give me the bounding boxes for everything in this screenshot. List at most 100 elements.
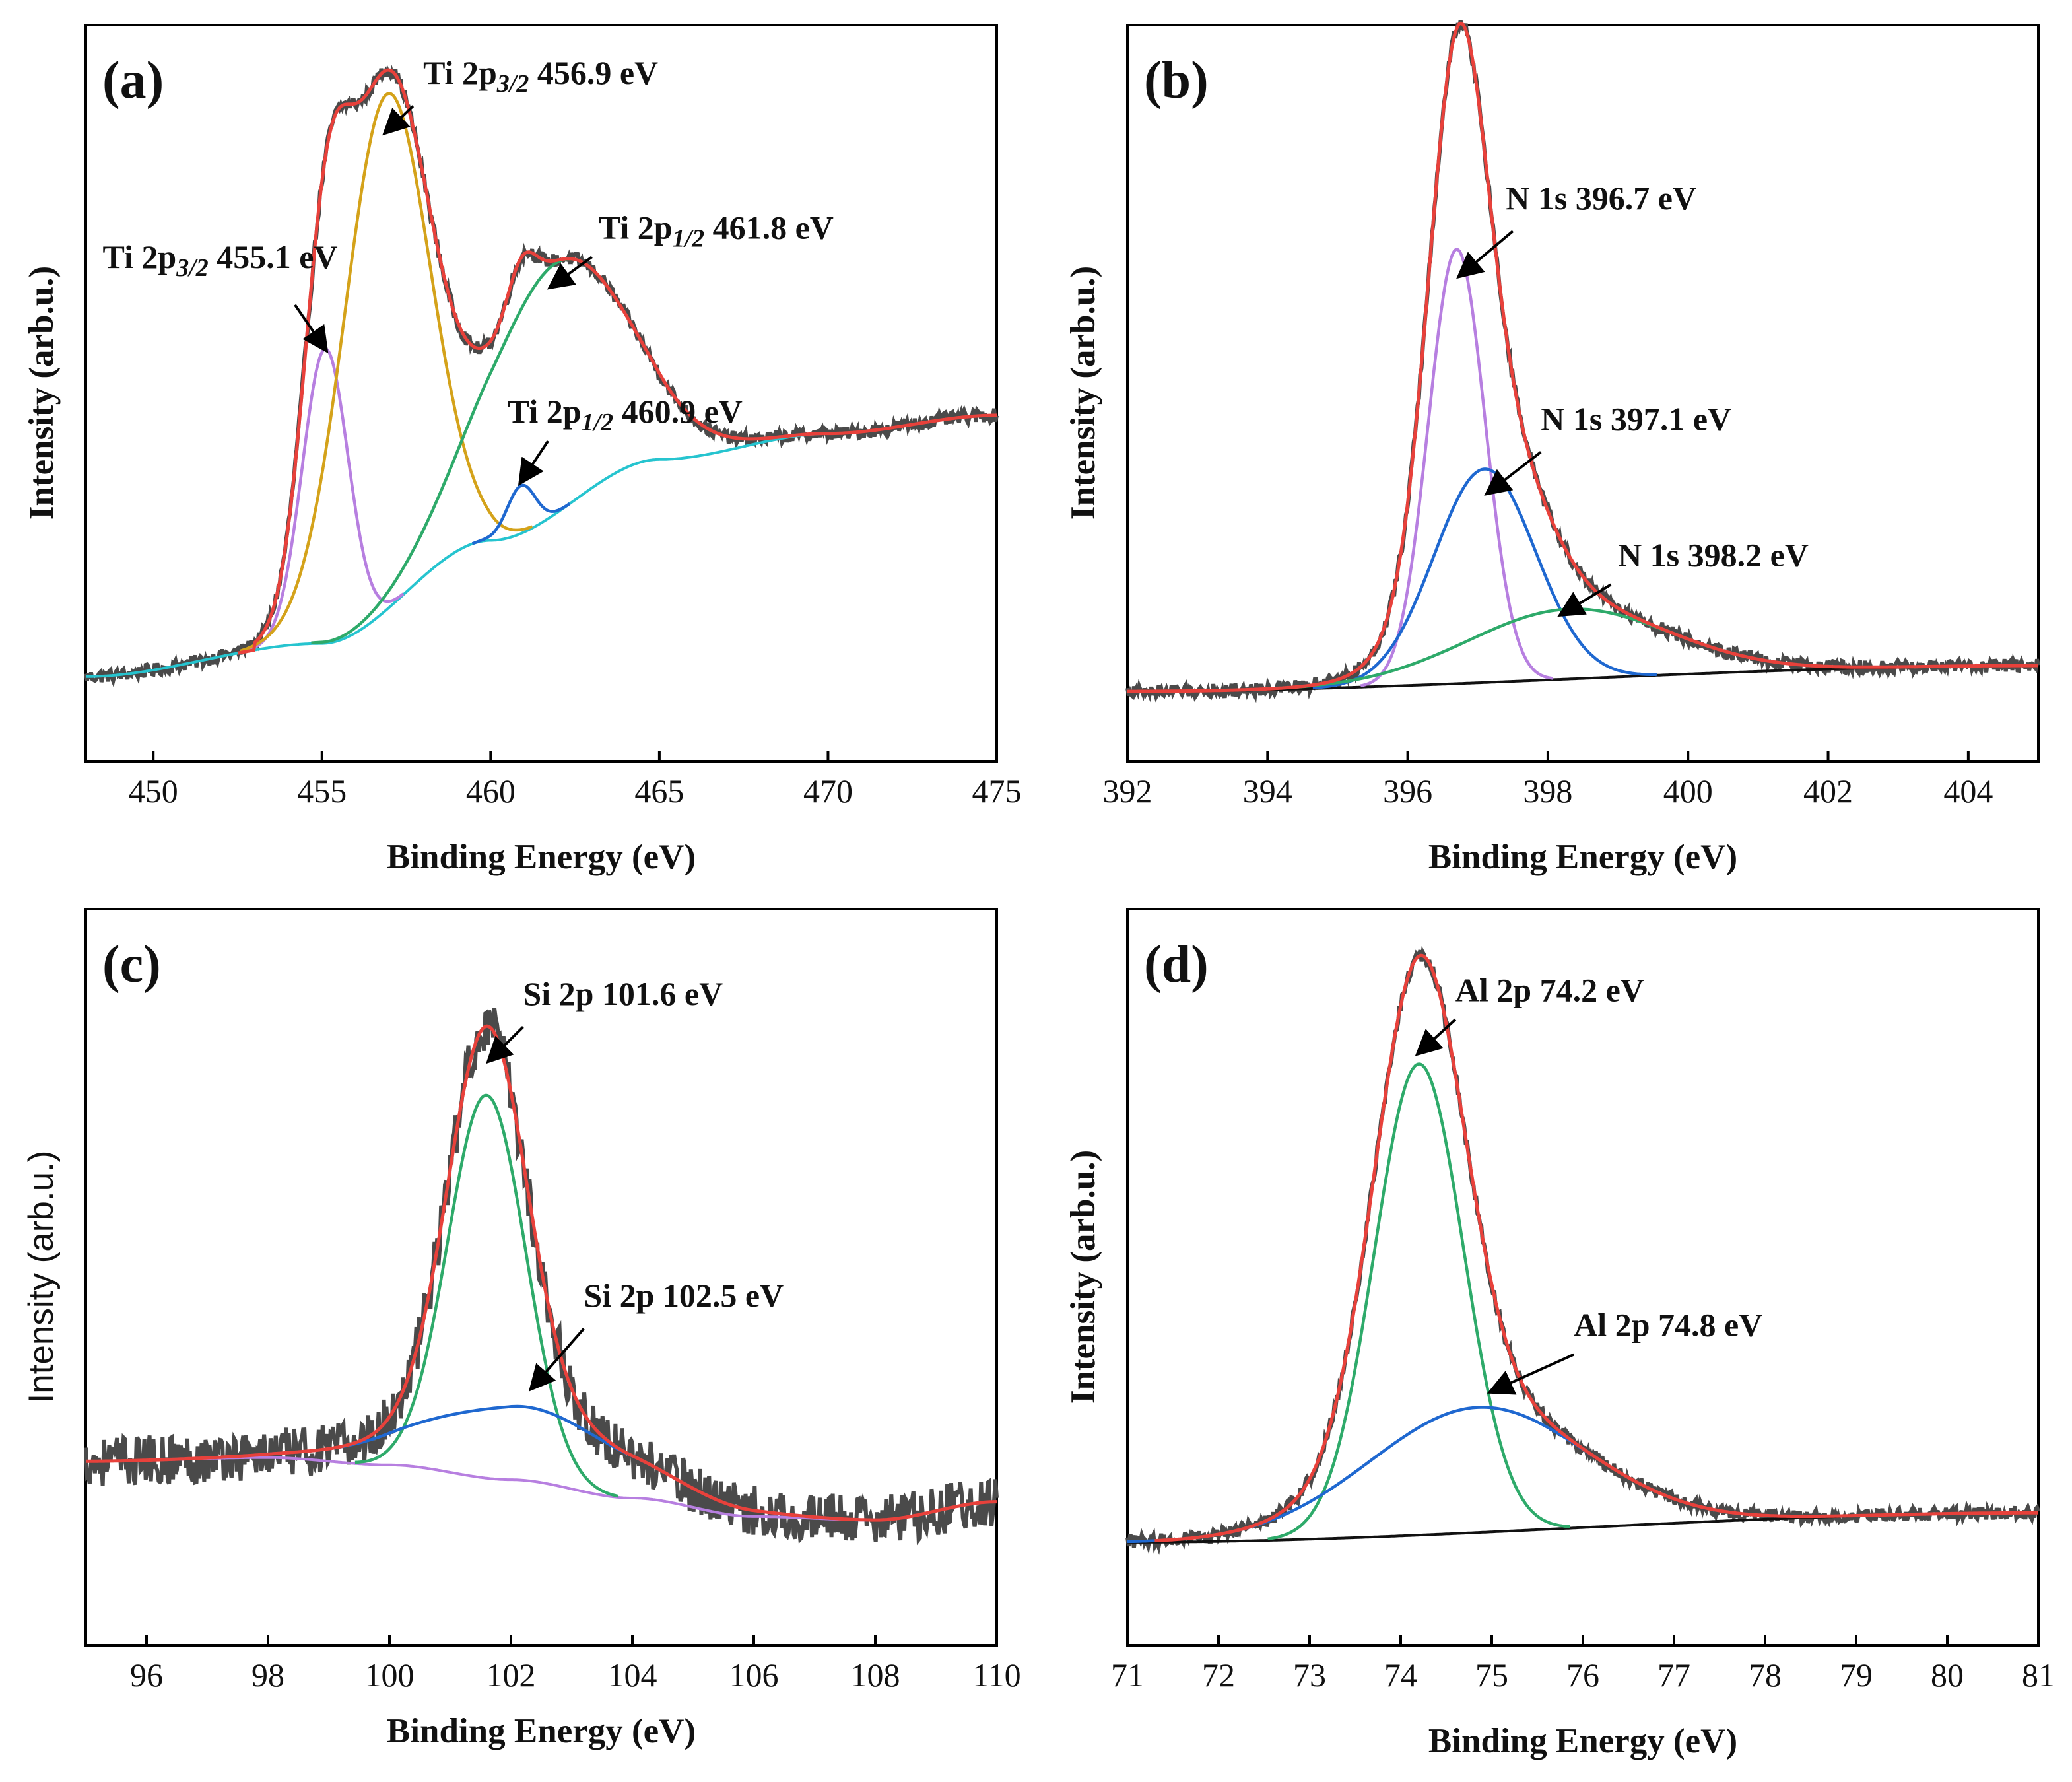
raw-data-line — [84, 64, 999, 688]
x-tick-label: 76 — [1566, 1657, 1599, 1694]
annotation-arrow — [294, 304, 329, 354]
y-axis-title: Intensity (arb.u.) — [1064, 266, 1102, 520]
x-tick-label: 71 — [1111, 1657, 1144, 1694]
peak-annotation: Ti 2p1/2 460.9 eV — [508, 393, 743, 436]
annotation-arrow — [1557, 583, 1612, 617]
peak-456.9 — [239, 92, 533, 653]
peak-397.1 — [1312, 467, 1657, 690]
x-tick-label: 78 — [1749, 1657, 1782, 1694]
x-tick-label: 79 — [1840, 1657, 1873, 1694]
envelope-line — [1154, 953, 2038, 1543]
panel-b: 392 394 396 398 400 402 404 N 1s 396.7 eVN 1s … — [1064, 20, 2040, 876]
x-tick-label: 75 — [1475, 1657, 1508, 1694]
panel-label: (d) — [1144, 936, 1209, 994]
annotation-arrow — [547, 256, 593, 290]
x-tick-label: 450 — [129, 772, 178, 809]
x-tick-label: 475 — [972, 772, 1022, 809]
annotation-arrow — [1487, 1353, 1575, 1395]
y-axis-title: Intensity (arb.u.) — [1064, 1150, 1102, 1404]
series-layer — [1125, 20, 2040, 703]
x-tick-label: 396 — [1383, 772, 1432, 809]
x-axis-title: Binding Energy (eV) — [1428, 838, 1737, 876]
peak-396.7 — [1360, 248, 1553, 687]
annotations: Al 2p 74.2 eV Al 2p 74.8 eV — [1415, 971, 1762, 1395]
plot-frame — [84, 908, 998, 1647]
peak-annotation: Ti 2p3/2 456.9 eV — [423, 54, 658, 98]
peak-annotation: Ti 2p3/2 455.1 eV — [103, 238, 338, 282]
annotation-arrow — [1456, 230, 1514, 279]
x-tick-label: 72 — [1202, 1657, 1235, 1694]
x-tick-label: 106 — [729, 1657, 779, 1694]
peak-annotation: Si 2p 101.6 eV — [523, 975, 723, 1012]
annotations: Si 2p 101.6 eV Si 2p 102.5 eV — [486, 975, 784, 1392]
peak-annotation: N 1s 398.2 eV — [1618, 537, 1809, 574]
x-tick-label: 465 — [634, 772, 684, 809]
envelope-line — [237, 68, 997, 655]
x-tick-label: 394 — [1243, 772, 1292, 809]
x-ticks: 450 455 460 465 470 475 — [129, 751, 1022, 809]
panel-label: (a) — [102, 51, 164, 110]
peak-annotation: Ti 2p1/2 461.8 eV — [599, 209, 834, 252]
plot-frame — [84, 24, 998, 763]
x-tick-label: 80 — [1931, 1657, 1964, 1694]
x-tick-label: 110 — [972, 1657, 1020, 1694]
x-axis-title: Binding Energy (eV) — [387, 838, 696, 876]
annotation-arrow — [518, 440, 549, 486]
x-tick-label: 102 — [486, 1657, 536, 1694]
x-tick-label: 100 — [365, 1657, 415, 1694]
panel-label: (b) — [1144, 51, 1209, 110]
peak-455.1 — [247, 347, 405, 652]
x-tick-label: 460 — [466, 772, 516, 809]
x-tick-label: 398 — [1523, 772, 1572, 809]
background-line — [86, 414, 997, 678]
panel-c: 96 98 100 102 104 106 108 110 Si 2p 101.6 eVSi … — [22, 908, 1021, 1750]
series-layer — [84, 64, 999, 688]
envelope-line — [86, 1024, 997, 1522]
raw-data-line — [1125, 20, 2040, 703]
x-ticks: 96 98 100 102 104 106 108 110 — [130, 1635, 1021, 1694]
x-ticks: 392 394 396 398 400 402 404 — [1103, 751, 1993, 809]
annotations: N 1s 396.7 eV N 1s 397.1 eV N 1s 398.2 eV — [1456, 180, 1809, 617]
annotation-arrow — [528, 1328, 585, 1392]
envelope-line — [1127, 21, 2038, 693]
x-tick-label: 74 — [1384, 1657, 1417, 1694]
plot-frame — [1126, 24, 2040, 763]
x-tick-label: 400 — [1663, 772, 1713, 809]
x-ticks: 71 72 73 74 75 76 77 78 79 80 81 — [1111, 1635, 2055, 1694]
annotation-arrow — [1415, 1018, 1457, 1056]
x-tick-label: 108 — [851, 1657, 900, 1694]
x-tick-label: 455 — [297, 772, 347, 809]
peak-annotation: Al 2p 74.2 eV — [1455, 971, 1644, 1008]
x-tick-label: 77 — [1657, 1657, 1690, 1694]
peak-74.2 — [1267, 1062, 1570, 1541]
x-tick-label: 104 — [608, 1657, 657, 1694]
y-axis-title: Intensity (arb.u.) — [22, 266, 61, 520]
series-layer — [84, 1008, 999, 1546]
x-tick-label: 73 — [1293, 1657, 1326, 1694]
peak-annotation: N 1s 396.7 eV — [1506, 180, 1696, 217]
series-layer — [1125, 945, 2040, 1556]
x-tick-label: 392 — [1103, 772, 1153, 809]
y-axis-title: Intensity (arb.u.) — [22, 1151, 61, 1404]
annotations: Ti 2p3/2 455.1 eV Ti 2p3/2 456.9 eV Ti 2p1… — [103, 54, 834, 486]
peak-101.6 — [354, 1093, 619, 1498]
x-tick-label: 98 — [251, 1657, 284, 1694]
peak-annotation: Al 2p 74.8 eV — [1574, 1307, 1762, 1344]
peak-annotation: N 1s 397.1 eV — [1541, 400, 1731, 437]
x-tick-label: 470 — [803, 772, 853, 809]
x-axis-title: Binding Energy (eV) — [387, 1712, 696, 1750]
x-axis-title: Binding Energy (eV) — [1428, 1722, 1737, 1760]
x-tick-label: 81 — [2022, 1657, 2055, 1694]
x-tick-label: 96 — [130, 1657, 163, 1694]
annotation-arrow — [1484, 451, 1542, 496]
x-tick-label: 404 — [1943, 772, 1993, 809]
raw-data-line — [1125, 945, 2040, 1556]
x-tick-label: 402 — [1803, 772, 1853, 809]
annotation-arrow — [382, 105, 415, 136]
panel-label: (c) — [102, 936, 161, 994]
peak-annotation: Si 2p 102.5 eV — [584, 1277, 784, 1314]
annotation-arrow — [486, 1025, 524, 1064]
